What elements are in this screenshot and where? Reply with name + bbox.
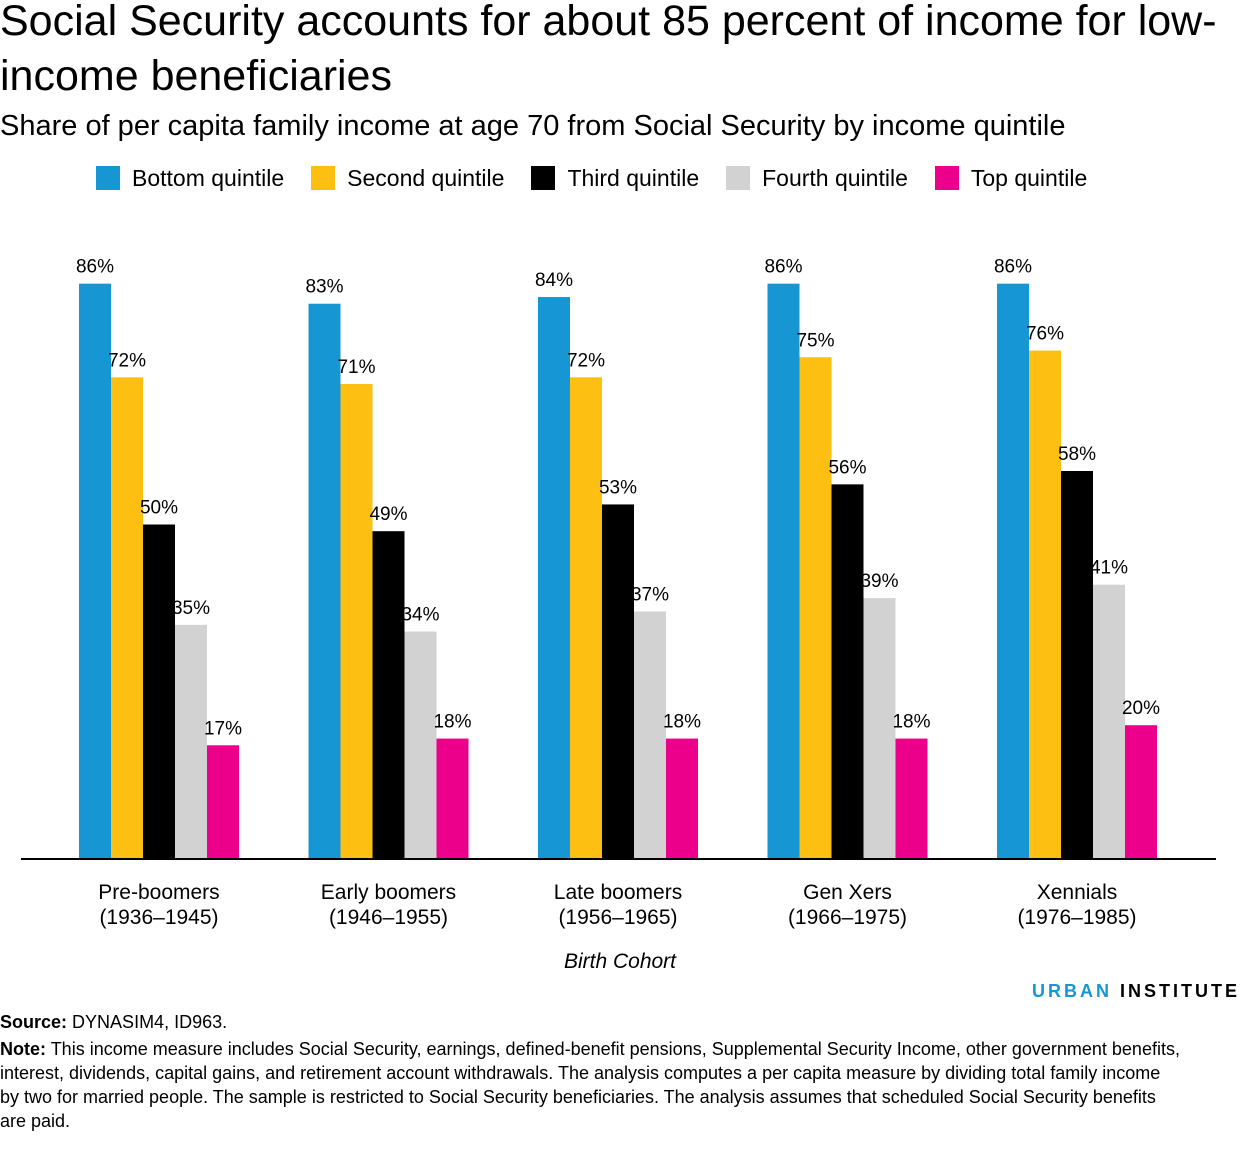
data-label: 18%: [663, 712, 701, 733]
data-label: 86%: [994, 257, 1032, 278]
legend-swatch: [934, 166, 959, 190]
x-tick-label: (1946–1955): [329, 906, 448, 929]
x-tick-label: (1956–1965): [558, 906, 677, 929]
legend-label: Fourth quintile: [762, 165, 908, 191]
note-block: Note: This income measure includes Socia…: [0, 1037, 1180, 1133]
data-label: 50%: [140, 498, 178, 519]
bar: [602, 504, 634, 859]
legend-label: Top quintile: [970, 165, 1088, 191]
legend-swatch: [726, 166, 751, 190]
data-label: 86%: [76, 257, 114, 278]
bar: [570, 377, 602, 859]
legend: Bottom quintile Second quintile Third qu…: [96, 164, 1114, 192]
brand-part1: URBAN: [1032, 981, 1112, 1001]
bar: [308, 303, 341, 860]
data-label: 53%: [599, 477, 637, 498]
legend-label: Bottom quintile: [132, 165, 285, 191]
data-label: 58%: [1058, 444, 1096, 465]
data-label: 72%: [108, 350, 146, 371]
source-label: Source:: [0, 1012, 68, 1032]
bar-chart: 86% 72% 50% 35% 17% Pre-boomers(1936–1945) 83%…: [21, 257, 1216, 929]
data-label: 34%: [401, 605, 439, 626]
x-tick-label: (1976–1985): [1017, 906, 1136, 929]
legend-item-third-quintile: Third quintile: [531, 164, 699, 192]
data-label: 83%: [305, 277, 343, 298]
bar: [372, 531, 405, 859]
legend-swatch: [96, 166, 120, 190]
data-label: 86%: [764, 257, 802, 278]
chart-subtitle: Share of per capita family income at age…: [0, 110, 1066, 142]
bar: [895, 738, 928, 859]
data-label: 41%: [1090, 558, 1128, 579]
bar: [111, 377, 143, 859]
source-text: DYNASIM4, ID963.: [72, 1012, 228, 1032]
bar: [1125, 725, 1157, 859]
legend-swatch: [311, 166, 336, 190]
data-label: 18%: [433, 712, 471, 733]
data-label: 71%: [337, 357, 375, 378]
data-label: 76%: [1026, 324, 1064, 345]
x-tick-label: Late boomers: [554, 881, 682, 904]
data-label: 18%: [892, 712, 930, 733]
legend-item-bottom-quintile: Bottom quintile: [96, 164, 284, 192]
bar: [799, 357, 832, 859]
source-line: Source: DYNASIM4, ID963.: [0, 1010, 227, 1034]
bar: [1029, 350, 1061, 859]
legend-item-fourth-quintile: Fourth quintile: [726, 164, 908, 192]
bar: [831, 484, 864, 859]
data-label: 17%: [204, 718, 242, 739]
legend-swatch: [531, 166, 556, 190]
legend-item-second-quintile: Second quintile: [311, 164, 504, 192]
x-tick-label: (1966–1975): [788, 906, 907, 929]
x-tick-label: Pre-boomers: [98, 881, 219, 904]
bar: [79, 283, 111, 859]
x-tick-label: Xennials: [1037, 881, 1118, 904]
x-axis-label: Birth Cohort: [563, 950, 677, 973]
legend-label: Second quintile: [347, 165, 505, 191]
bar: [207, 745, 239, 859]
x-tick-label: (1936–1945): [99, 906, 218, 929]
note-text: This income measure includes Social Secu…: [0, 1039, 1180, 1131]
brand-part2: INSTITUTE: [1120, 981, 1241, 1001]
chart-title: Social Security accounts for about 85 pe…: [0, 0, 1217, 100]
data-label: 39%: [860, 571, 898, 592]
bar: [538, 297, 570, 859]
data-label: 35%: [172, 598, 210, 619]
data-label: 72%: [567, 350, 605, 371]
data-label: 37%: [631, 584, 669, 605]
data-label: 49%: [369, 504, 407, 525]
x-tick-label: Gen Xers: [803, 881, 892, 904]
x-tick-label: Early boomers: [321, 881, 456, 904]
bar: [1093, 584, 1125, 859]
legend-item-top-quintile: Top quintile: [934, 164, 1088, 192]
bar: [997, 283, 1029, 859]
legend-label: Third quintile: [567, 165, 700, 191]
bar: [767, 283, 800, 859]
data-label: 75%: [796, 330, 834, 351]
data-label: 56%: [828, 457, 866, 478]
bar: [404, 631, 437, 859]
bar: [863, 598, 896, 859]
bar: [175, 624, 207, 859]
bar: [666, 738, 698, 859]
data-label: 20%: [1122, 698, 1160, 719]
data-label: 84%: [535, 270, 573, 291]
note-label: Note:: [0, 1039, 46, 1059]
bar: [1061, 470, 1093, 859]
bar: [634, 611, 666, 859]
bar: [340, 384, 373, 859]
bar: [436, 738, 469, 859]
bar: [143, 524, 175, 859]
brand-logo: URBAN INSTITUTE: [1032, 981, 1240, 1002]
